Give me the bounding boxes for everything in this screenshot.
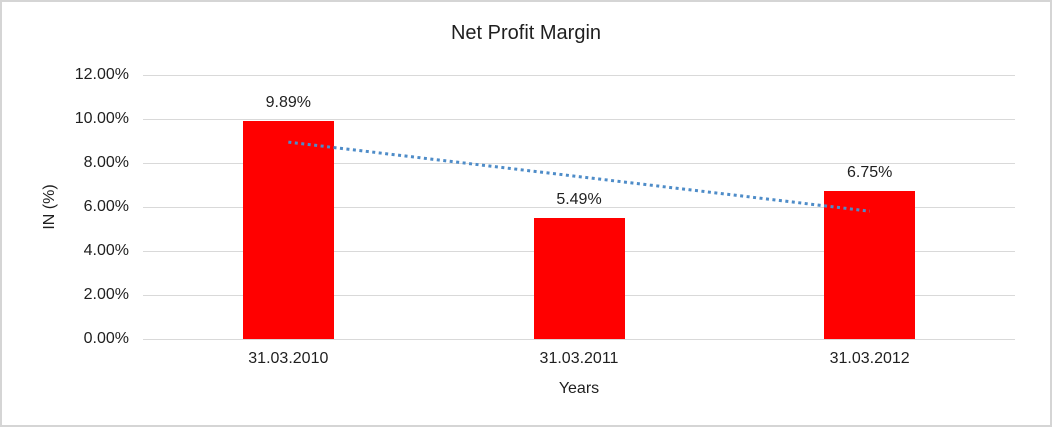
bar [824,190,916,339]
x-category-label: 31.03.2011 [539,350,619,367]
bar-value-label: 5.49% [556,191,602,209]
gridline [143,119,1015,120]
x-axis-title: Years [558,380,600,397]
y-tick-label: 6.00% [83,198,129,215]
y-tick-label: 10.00% [74,110,129,127]
x-category-label: 31.03.2010 [248,350,329,367]
chart-title: Net Profit Margin [450,22,602,44]
y-tick-label: 2.00% [83,286,129,303]
bar [533,218,625,339]
y-tick-label: 8.00% [83,154,129,171]
y-tick-label: 0.00% [83,330,129,347]
bar-value-label: 9.89% [265,94,312,112]
y-tick-label: 12.00% [74,66,129,83]
y-tick-label: 4.00% [83,242,129,259]
gridline [143,339,1015,340]
bar [242,121,334,339]
x-category-label: 31.03.2012 [829,350,910,367]
bar-value-label: 6.75% [846,163,893,181]
gridline [143,75,1015,76]
